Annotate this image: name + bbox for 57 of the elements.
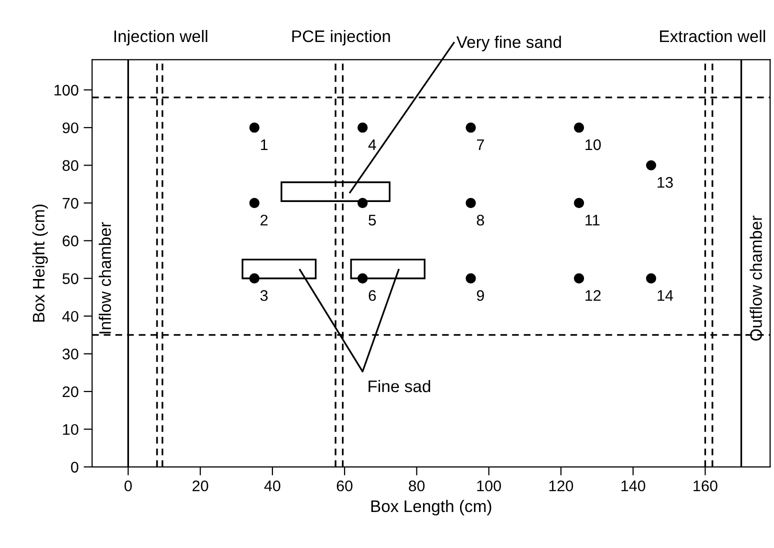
- x-tick-label: 100: [477, 480, 501, 492]
- text: Extraction well: [660, 30, 766, 42]
- annotation: 8: [476, 214, 484, 226]
- point: [646, 273, 656, 284]
- annotation: 10: [586, 139, 601, 150]
- annotation: 14: [658, 290, 674, 301]
- annotation: 9: [476, 290, 484, 301]
- x-tick-label: 40: [264, 480, 280, 492]
- x-axis-title: Box Length (cm): [371, 500, 492, 516]
- annotation: 4: [368, 139, 376, 150]
- y-tick-label: 0: [71, 462, 78, 473]
- y-tick-label: 30: [62, 348, 78, 360]
- text: PCE injection: [292, 30, 390, 46]
- x-tick-label: 120: [549, 480, 574, 492]
- point: [574, 273, 584, 284]
- annotation: 6: [368, 290, 376, 301]
- text: Very fine sand: [456, 36, 561, 52]
- annotation: 12: [586, 290, 601, 301]
- y-tick-label: 20: [62, 386, 78, 398]
- point: [358, 122, 368, 133]
- point: [574, 198, 584, 208]
- y-tick-label: 100: [54, 84, 78, 96]
- point: [466, 273, 476, 284]
- point: [249, 273, 260, 284]
- annotation: 1: [260, 139, 268, 150]
- annotation: Inflow chamber: [98, 222, 112, 334]
- point: [249, 122, 260, 133]
- x-tick-label: 20: [192, 480, 208, 492]
- x-tick-label: 80: [408, 480, 425, 492]
- x-tick-label: 140: [622, 480, 646, 492]
- annotation: 5: [368, 214, 376, 226]
- annotation: Fine sad: [368, 380, 430, 392]
- annotation: Outflow chamber: [750, 216, 762, 341]
- x-tick-label: 160: [694, 480, 718, 492]
- annotation: 3: [260, 290, 268, 301]
- annotation: 13: [658, 177, 673, 188]
- point: [646, 160, 656, 170]
- point: [466, 122, 476, 133]
- x-tick-label: 0: [124, 480, 132, 492]
- y-tick-label: 50: [62, 273, 78, 284]
- annotation: 11: [586, 214, 600, 226]
- y-tick-label: 10: [63, 424, 78, 435]
- point: [358, 198, 368, 208]
- y-tick-label: 80: [62, 160, 78, 171]
- y-tick-label: 90: [62, 122, 78, 134]
- point: [358, 273, 368, 284]
- point: [249, 198, 260, 208]
- y-tick-label: 70: [62, 198, 78, 209]
- annotation: 7: [476, 139, 484, 150]
- annotation: 2: [260, 214, 268, 226]
- y-axis-title: Box Height (cm): [32, 204, 48, 322]
- text: Injection well: [114, 30, 208, 46]
- point: [466, 198, 476, 208]
- y-tick-label: 40: [62, 310, 78, 322]
- x-tick-label: 60: [336, 480, 352, 492]
- point: [574, 122, 584, 133]
- y-tick-label: 60: [62, 236, 78, 246]
